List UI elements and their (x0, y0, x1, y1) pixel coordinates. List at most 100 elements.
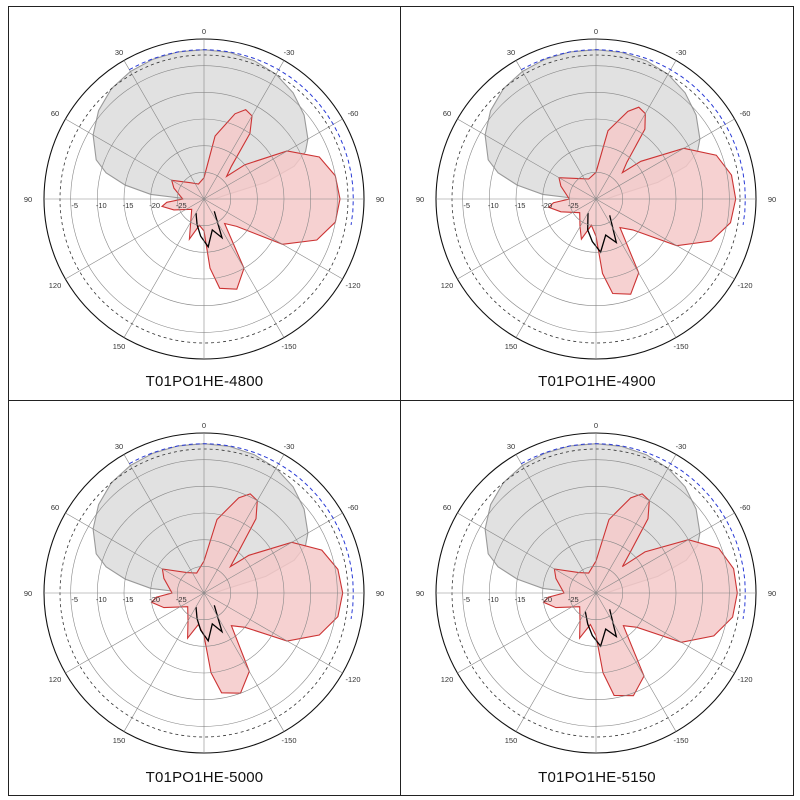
spoke-240-2 (65, 592, 205, 674)
radial-tick-2-2: -15 (123, 595, 134, 604)
radial-tick-1-2: -10 (96, 595, 107, 604)
reference-arc-0 (129, 49, 354, 225)
series-1-trace-2 (150, 493, 344, 694)
chart-grid: 0 -30 -60 90 -120 -150 150 120 90 60 30 -5 -10 -15 -20… (8, 6, 794, 796)
angle-tick-0-1: 0 (594, 27, 598, 36)
angle-tick-8-0: 90 (24, 195, 32, 204)
angle-tick-5-3: -150 (673, 736, 688, 745)
radial-tick-4-2: -25 (176, 595, 187, 604)
angle-tick-5-0: -150 (281, 342, 296, 351)
spoke-210-1 (515, 198, 597, 338)
angle-tick-10-3: 30 (507, 442, 515, 451)
series-1-trace-3 (542, 493, 738, 697)
angle-tick-1-0: -30 (284, 48, 295, 57)
radial-tick-4-0: -25 (176, 201, 187, 210)
angle-tick-7-0: 120 (49, 281, 62, 290)
spoke-150-2 (203, 592, 285, 732)
radial-tick-3-3: -20 (541, 595, 552, 604)
spoke-60-0 (203, 118, 343, 200)
angle-tick-0-3: 0 (594, 421, 598, 430)
spoke-150-0 (203, 198, 285, 338)
polar-chart-2: 0 -30 -60 90 -120 -150 150 120 90 60 30 -5 -10 -15 -20… (24, 421, 384, 754)
spoke-300-2 (65, 512, 205, 594)
chart-caption-0: T01PO1HE-4800 (145, 373, 264, 390)
spoke-300-3 (457, 512, 597, 594)
angle-tick-0-2: 0 (202, 421, 206, 430)
radial-tick-0-2: -5 (71, 595, 78, 604)
angle-tick-10-1: 30 (507, 48, 515, 57)
series-1-trace-1 (547, 106, 737, 295)
chart-caption-2: T01PO1HE-5000 (145, 769, 264, 786)
spoke-60-2 (203, 512, 343, 594)
angle-tick-7-3: 120 (441, 675, 454, 684)
spoke-120-1 (595, 198, 735, 280)
radial-tick-3-0: -20 (149, 201, 160, 210)
angle-tick-6-1: 150 (505, 342, 518, 351)
chart-caption-1: T01PO1HE-4900 (538, 373, 656, 390)
chart-panel-2: 0 -30 -60 90 -120 -150 150 120 90 60 30 -5 -10 -15 -20… (8, 400, 401, 796)
angle-tick-9-0: 60 (51, 109, 59, 118)
spoke-240-0 (65, 198, 205, 280)
spoke-30-2 (203, 454, 285, 594)
radial-tick-4-1: -25 (568, 201, 579, 210)
spoke-60-1 (595, 118, 735, 200)
chart-caption-3: T01PO1HE-5150 (538, 769, 656, 786)
angle-tick-1-2: -30 (284, 442, 295, 451)
spoke-240-1 (457, 198, 597, 280)
angle-tick-3-0: 90 (376, 195, 384, 204)
spoke-210-0 (123, 198, 205, 338)
angle-tick-1-1: -30 (676, 48, 687, 57)
spoke-120-0 (203, 198, 343, 280)
angle-tick-3-1: 90 (768, 195, 776, 204)
radial-tick-1-3: -10 (488, 595, 499, 604)
radial-tick-1-0: -10 (96, 201, 107, 210)
angle-tick-5-2: -150 (281, 736, 296, 745)
spoke-30-1 (595, 60, 677, 200)
angle-tick-10-0: 30 (115, 48, 123, 57)
chart-panel-3: 0 -30 -60 90 -120 -150 150 120 90 60 30 -5 -10 -15 -20… (400, 400, 794, 796)
spoke-60-3 (595, 512, 735, 594)
angle-tick-9-3: 60 (443, 503, 451, 512)
angle-tick-6-2: 150 (113, 736, 126, 745)
angle-tick-8-1: 90 (416, 195, 424, 204)
angle-tick-1-3: -30 (676, 442, 687, 451)
angle-tick-7-2: 120 (49, 675, 62, 684)
angle-tick-4-1: -120 (737, 281, 752, 290)
spoke-330-3 (515, 454, 597, 594)
spoke-120-2 (203, 592, 343, 674)
radial-tick-0-1: -5 (463, 201, 470, 210)
reference-arc-2 (129, 443, 354, 619)
spoke-330-0 (123, 60, 205, 200)
angle-tick-2-1: -60 (740, 109, 751, 118)
angle-tick-2-2: -60 (348, 503, 359, 512)
angle-tick-0-0: 0 (202, 27, 206, 36)
spoke-30-0 (203, 60, 285, 200)
radial-tick-0-0: -5 (71, 201, 78, 210)
angle-tick-3-2: 90 (376, 589, 384, 598)
radial-tick-0-3: -5 (463, 595, 470, 604)
angle-tick-2-0: -60 (348, 109, 359, 118)
spoke-300-1 (457, 118, 597, 200)
angle-tick-10-2: 30 (115, 442, 123, 451)
spoke-150-3 (595, 592, 677, 732)
radial-tick-2-3: -15 (515, 595, 526, 604)
spoke-330-2 (123, 454, 205, 594)
spoke-120-3 (595, 592, 735, 674)
angle-tick-7-1: 120 (441, 281, 454, 290)
spoke-330-1 (515, 60, 597, 200)
spoke-300-0 (65, 118, 205, 200)
angle-tick-2-3: -60 (740, 503, 751, 512)
radial-tick-4-3: -25 (568, 595, 579, 604)
chart-panel-1: 0 -30 -60 90 -120 -150 150 120 90 60 30 -5 -10 -15 -20… (400, 6, 794, 401)
radial-tick-3-1: -20 (541, 201, 552, 210)
angle-tick-8-2: 90 (24, 589, 32, 598)
polar-chart-0: 0 -30 -60 90 -120 -150 150 120 90 60 30 -5 -10 -15 -20… (24, 27, 384, 360)
reference-arc-1 (521, 49, 746, 225)
angle-tick-4-3: -120 (737, 675, 752, 684)
angle-tick-4-0: -120 (345, 281, 360, 290)
polar-chart-3: 0 -30 -60 90 -120 -150 150 120 90 60 30 -5 -10 -15 -20… (416, 421, 776, 754)
spoke-240-3 (457, 592, 597, 674)
radial-tick-2-1: -15 (515, 201, 526, 210)
spoke-150-1 (595, 198, 677, 338)
chart-panel-0: 0 -30 -60 90 -120 -150 150 120 90 60 30 -5 -10 -15 -20… (8, 6, 401, 401)
